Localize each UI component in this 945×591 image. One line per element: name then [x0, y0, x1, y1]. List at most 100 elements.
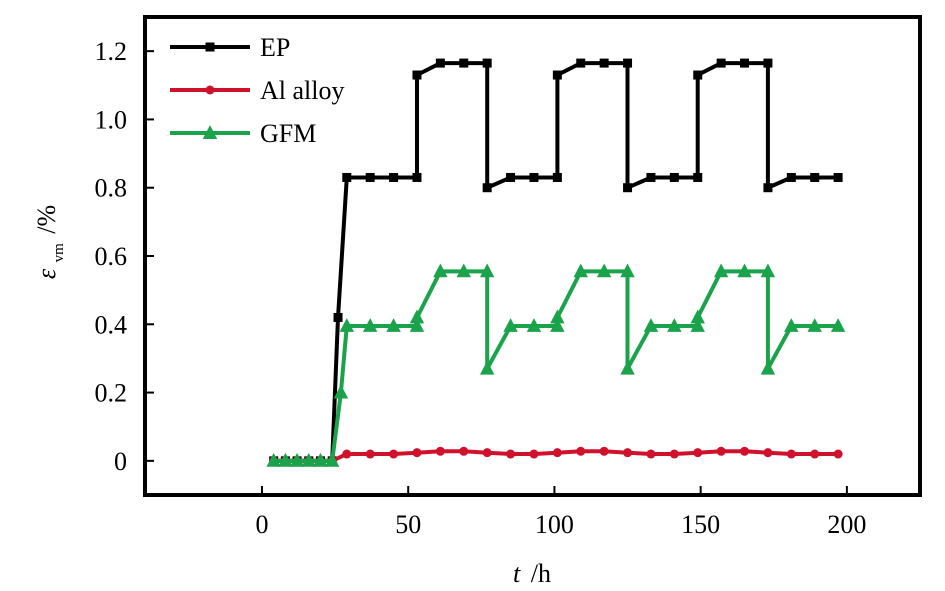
triangle-marker — [313, 452, 328, 467]
triangle-marker — [266, 452, 281, 467]
triangle-marker — [690, 309, 705, 324]
series-layer — [266, 58, 846, 467]
square-marker — [412, 70, 422, 80]
series-line — [273, 61, 839, 463]
x-tick-label: 150 — [681, 510, 720, 539]
series-line — [273, 269, 839, 463]
y-tick-label: 0.6 — [95, 242, 128, 271]
series-ep — [269, 58, 843, 466]
circle-marker — [810, 449, 820, 459]
triangle-marker — [479, 263, 495, 278]
legend-label: GFM — [260, 119, 316, 148]
y-axis-symbol: ε — [32, 268, 61, 279]
square-marker — [833, 172, 843, 182]
circle-marker — [763, 448, 773, 458]
circle-marker — [459, 446, 469, 456]
square-marker — [412, 172, 422, 182]
triangle-marker — [526, 318, 542, 332]
x-axis-title: t /h — [513, 559, 551, 588]
x-axis-symbol: t — [513, 559, 521, 588]
square-marker — [763, 183, 773, 193]
square-marker — [786, 172, 796, 182]
y-tick-label: 1.0 — [95, 105, 128, 134]
x-tick-label: 50 — [395, 510, 421, 539]
triangle-marker — [479, 360, 495, 375]
triangle-marker — [643, 318, 659, 332]
triangle-marker — [339, 318, 354, 332]
y-tick-label: 0.2 — [95, 379, 128, 408]
triangle-marker — [573, 263, 588, 278]
y-tick-label: 0.4 — [95, 310, 128, 339]
y-axis-title: ε vm /% — [32, 205, 69, 279]
axis-titles: t /h ε vm /% — [32, 205, 551, 588]
triangle-marker — [433, 263, 448, 278]
triangle-marker — [301, 452, 316, 467]
triangle-marker — [550, 309, 565, 324]
triangle-marker — [667, 318, 682, 332]
square-marker — [482, 183, 492, 193]
circle-marker — [412, 448, 422, 458]
square-marker — [623, 58, 633, 68]
triangle-marker — [503, 318, 518, 332]
circle-marker — [786, 449, 796, 459]
square-marker — [552, 172, 562, 182]
triangle-marker — [289, 452, 305, 467]
circle-marker — [693, 448, 703, 458]
circle-marker — [529, 449, 539, 459]
square-marker — [646, 172, 656, 182]
circle-marker — [506, 449, 516, 459]
square-marker — [389, 172, 399, 182]
circle-marker — [599, 446, 609, 456]
square-marker — [623, 183, 633, 193]
square-marker — [506, 172, 516, 182]
legend-label: Al alloy — [260, 76, 345, 105]
square-marker — [342, 172, 352, 182]
x-tick-label: 100 — [535, 510, 574, 539]
y-tick-label: 0 — [114, 447, 127, 476]
circle-marker — [646, 449, 656, 459]
legend: EP Al alloy GFM — [170, 33, 345, 148]
circle-marker — [389, 449, 399, 459]
circle-marker — [342, 449, 352, 459]
circle-marker — [623, 448, 633, 458]
square-marker — [435, 58, 445, 68]
square-marker — [365, 172, 375, 182]
x-axis-unit: /h — [531, 559, 551, 588]
square-marker — [552, 70, 562, 80]
legend-item: GFM — [170, 119, 316, 148]
square-marker — [459, 58, 469, 68]
triangle-marker — [713, 263, 729, 278]
circle-marker — [365, 449, 375, 459]
triangle-marker — [737, 263, 752, 278]
square-marker — [693, 172, 703, 182]
square-marker — [763, 58, 773, 68]
axis-ticks: 0 50 100 150 200 0 0.2 0.4 0.6 0.8 1.0 1.2 — [95, 37, 867, 539]
triangle-marker — [620, 263, 635, 278]
square-marker — [599, 58, 609, 68]
series-al-alloy — [269, 446, 843, 466]
y-axis-unit: /% — [32, 205, 61, 234]
square-marker — [333, 312, 343, 322]
triangle-marker — [386, 318, 401, 332]
triangle-marker — [690, 318, 705, 332]
square-marker — [205, 42, 215, 52]
triangle-marker — [760, 360, 776, 375]
circle-marker — [205, 85, 215, 95]
triangle-marker — [807, 318, 822, 332]
triangle-marker — [620, 360, 635, 375]
circle-marker — [435, 446, 445, 456]
square-marker — [810, 172, 820, 182]
square-marker — [576, 58, 586, 68]
square-marker — [716, 58, 726, 68]
square-marker — [529, 172, 539, 182]
triangle-marker — [830, 318, 846, 332]
circle-marker — [740, 446, 750, 456]
x-tick-label: 0 — [255, 510, 268, 539]
y-tick-label: 1.2 — [95, 37, 128, 66]
square-marker — [693, 70, 703, 80]
x-tick-label: 200 — [827, 510, 866, 539]
square-marker — [482, 58, 492, 68]
triangle-marker — [362, 318, 378, 332]
